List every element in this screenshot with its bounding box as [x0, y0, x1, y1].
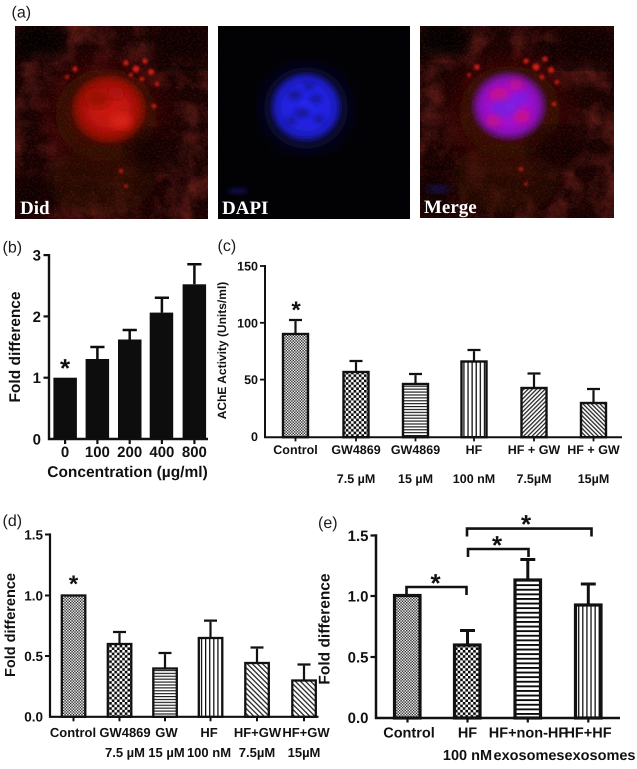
svg-text:3: 3 [33, 248, 41, 265]
svg-text:exosomes: exosomes [565, 748, 636, 764]
svg-text:200: 200 [117, 444, 142, 461]
svg-text:100: 100 [85, 444, 110, 461]
svg-text:*: * [69, 571, 79, 598]
svg-text:7.5µM: 7.5µM [239, 745, 275, 760]
svg-text:(b): (b) [3, 240, 23, 257]
svg-text:*: * [492, 530, 503, 560]
svg-text:15µM: 15µM [288, 745, 321, 760]
svg-text:100: 100 [237, 316, 258, 330]
svg-text:100 nM: 100 nM [453, 472, 495, 486]
svg-text:Fold difference: Fold difference [7, 291, 24, 402]
svg-text:GW4869: GW4869 [99, 725, 150, 740]
svg-text:0: 0 [61, 444, 69, 461]
svg-text:7.5 µM: 7.5 µM [337, 472, 375, 486]
svg-text:50: 50 [244, 373, 258, 387]
svg-text:7.5µM: 7.5µM [517, 472, 552, 486]
svg-text:15µM: 15µM [578, 472, 610, 486]
svg-text:15 µM: 15 µM [398, 472, 433, 486]
svg-text:7.5 µM: 7.5 µM [105, 745, 145, 760]
svg-text:800: 800 [182, 444, 207, 461]
svg-text:*: * [60, 353, 71, 383]
svg-text:HF: HF [458, 726, 477, 742]
svg-text:100 nM: 100 nM [187, 745, 231, 760]
svg-text:GW4869: GW4869 [331, 443, 380, 457]
svg-text:Fold difference: Fold difference [317, 573, 334, 684]
svg-text:HF+GW: HF+GW [282, 725, 330, 740]
svg-text:0.5: 0.5 [24, 649, 43, 664]
svg-text:HF+HF: HF+HF [564, 726, 611, 742]
svg-text:(d): (d) [3, 513, 23, 530]
svg-text:(c): (c) [218, 238, 237, 255]
svg-text:100 nM: 100 nM [443, 748, 492, 764]
svg-text:Did: Did [20, 198, 50, 219]
svg-text:HF: HF [200, 725, 217, 740]
svg-text:HF+non-HF: HF+non-HF [489, 726, 568, 742]
svg-text:1.5: 1.5 [24, 527, 43, 542]
svg-text:GW4869: GW4869 [391, 443, 440, 457]
svg-text:*: * [291, 297, 301, 324]
svg-text:2: 2 [33, 309, 41, 326]
svg-text:1.5: 1.5 [348, 528, 369, 545]
svg-text:Fold difference: Fold difference [3, 573, 19, 677]
svg-text:Merge: Merge [424, 197, 477, 218]
svg-text:1.0: 1.0 [24, 588, 43, 603]
svg-text:150: 150 [237, 260, 258, 274]
svg-text:GW: GW [155, 725, 178, 740]
svg-text:1.0: 1.0 [348, 588, 369, 605]
svg-text:AChE Activity (Units/ml): AChE Activity (Units/ml) [215, 282, 229, 420]
svg-text:(a): (a) [12, 5, 32, 22]
svg-text:*: * [521, 509, 532, 539]
svg-text:exosomes: exosomes [494, 748, 565, 764]
svg-text:DAPI: DAPI [222, 198, 268, 219]
svg-text:0.5: 0.5 [348, 649, 369, 666]
svg-text:Concentration (µg/ml): Concentration (µg/ml) [47, 464, 207, 481]
svg-text:HF+GW: HF+GW [234, 725, 282, 740]
svg-text:0.0: 0.0 [348, 710, 369, 727]
svg-text:1: 1 [33, 370, 41, 387]
svg-text:0: 0 [33, 431, 41, 448]
svg-text:HF + GW: HF + GW [567, 443, 620, 457]
svg-text:(e): (e) [318, 515, 338, 532]
svg-text:15 µM: 15 µM [148, 745, 184, 760]
svg-text:Control: Control [383, 726, 435, 742]
svg-text:0.0: 0.0 [24, 710, 43, 725]
svg-text:*: * [430, 568, 441, 598]
svg-text:400: 400 [149, 444, 174, 461]
svg-text:0: 0 [251, 430, 258, 444]
svg-text:Control: Control [50, 725, 96, 740]
svg-text:HF + GW: HF + GW [508, 443, 561, 457]
svg-text:HF: HF [466, 443, 483, 457]
svg-text:Control: Control [273, 443, 317, 457]
